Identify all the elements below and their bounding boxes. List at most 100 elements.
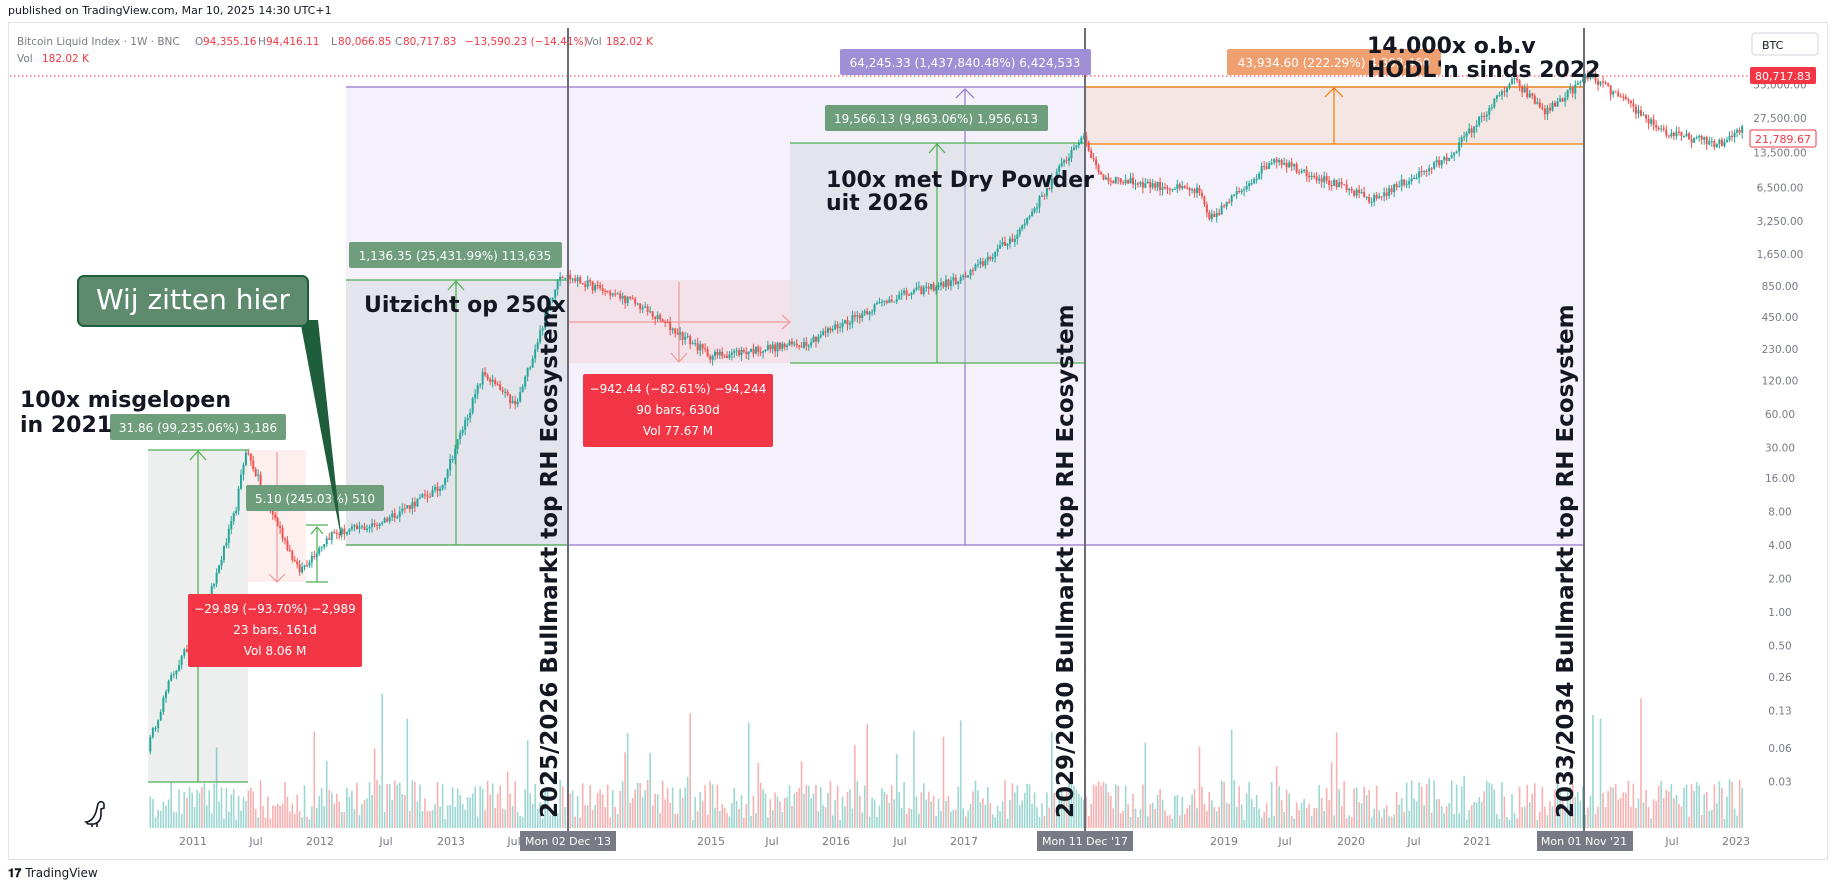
candle-body	[984, 260, 987, 266]
candle-body	[315, 553, 318, 557]
volume-bar	[1587, 807, 1589, 828]
volume-bar	[1169, 814, 1171, 828]
candle-body	[1516, 78, 1519, 81]
candle-body	[1609, 85, 1612, 95]
candle-body	[819, 335, 822, 337]
volume-bar	[333, 803, 336, 828]
volume-bar	[1233, 780, 1235, 828]
candle-body	[681, 332, 684, 340]
candle-body	[1188, 188, 1191, 191]
volume-bar	[733, 788, 736, 828]
volume-bar	[165, 805, 167, 828]
candle-body	[1050, 178, 1053, 189]
candle-body	[368, 527, 371, 529]
volume-bar	[373, 748, 376, 828]
symbol-tag-box[interactable]	[1751, 32, 1819, 56]
volume-bar	[1171, 818, 1174, 828]
candle-body	[922, 287, 925, 295]
volume-bar	[157, 809, 159, 828]
candle-body	[1358, 189, 1361, 194]
candle-body	[1597, 80, 1600, 85]
volume-bar	[851, 808, 854, 828]
candle-body	[599, 285, 602, 289]
candle-body	[1468, 128, 1471, 133]
price-tick-label: 0.50	[1768, 640, 1791, 652]
volume-bar	[208, 790, 211, 828]
measure-label-r1-2: 23 bars, 161d	[233, 623, 316, 637]
volume-bar	[871, 797, 873, 828]
dino-icon[interactable]	[84, 800, 105, 827]
candle-body	[1278, 159, 1281, 163]
candle-body	[1275, 159, 1278, 163]
candle-body	[514, 400, 517, 405]
volume-bar	[893, 799, 896, 828]
time-tick-label: 2019	[1210, 835, 1238, 848]
volume-bar	[861, 812, 864, 828]
volume-bar	[817, 811, 820, 828]
volume-bar	[1576, 791, 1579, 828]
volume-bar	[489, 794, 491, 828]
volume-bar	[1310, 815, 1313, 828]
candle-body	[1418, 171, 1421, 178]
candle-body	[1413, 178, 1416, 180]
candle-body	[873, 304, 876, 312]
volume-bar	[1248, 781, 1250, 828]
candle-body	[1350, 188, 1353, 191]
volume-bar	[1503, 796, 1506, 828]
volume-bar	[1253, 806, 1255, 828]
measure-box-g1	[110, 414, 286, 440]
volume-bar	[469, 797, 471, 828]
candle-body	[213, 583, 216, 587]
volume-bar	[890, 785, 893, 828]
candle-body	[1132, 177, 1135, 185]
candle-body	[920, 286, 923, 295]
volume-bar	[1225, 802, 1228, 828]
volume-bar	[1625, 792, 1627, 828]
volume-bar	[1142, 784, 1144, 828]
price-scale[interactable]: 55,000.0027,500.0013,500.006,500.003,250…	[1753, 80, 1806, 789]
time-tick-label: Jul	[506, 835, 520, 848]
candle-body	[621, 295, 624, 299]
candle-body	[774, 344, 777, 352]
candle-body	[330, 532, 333, 540]
candle-body	[363, 526, 366, 530]
time-tick-label: Jul	[892, 835, 906, 848]
price-tick-label: 0.13	[1768, 706, 1791, 718]
volume-bar	[1021, 800, 1024, 828]
candle-body	[927, 286, 930, 289]
volume-bar	[1293, 818, 1295, 828]
candle-body	[651, 311, 654, 317]
volume-bar	[409, 810, 411, 828]
candle-body	[802, 342, 805, 348]
candle-body	[750, 348, 753, 352]
volume-bar	[1655, 801, 1657, 828]
volume-bar	[1102, 782, 1105, 828]
candle-body	[506, 391, 509, 395]
candle-body	[1571, 87, 1574, 94]
volume-bar	[706, 814, 709, 828]
candle-body	[1200, 192, 1203, 197]
volume-bar	[810, 798, 812, 828]
legend-title: Bitcoin Liquid Index · 1W · BNC	[17, 36, 180, 48]
candle-body	[790, 341, 793, 345]
candle-body	[360, 526, 363, 528]
candle-body	[325, 538, 328, 545]
candle-body	[1718, 139, 1721, 144]
volume-bar	[1245, 793, 1248, 828]
candle-body	[310, 555, 313, 563]
candle-body	[355, 525, 358, 529]
volume-bar	[866, 724, 868, 828]
date-tag-2-text: Mon 11 Dec '17	[1042, 835, 1128, 848]
candle-body	[764, 349, 767, 352]
candle-body	[1273, 159, 1276, 163]
candle-body	[814, 336, 817, 342]
candle-body	[846, 320, 849, 325]
time-scale[interactable]: 2011 Jul 2012 Jul 2013 Jul 2015 Jul 2016 Jul 2017 2…	[179, 835, 1750, 848]
volume-bar	[940, 810, 942, 828]
volume-bar	[1174, 795, 1176, 828]
tradingview-brand[interactable]: 𝟏𝟕 TradingView	[8, 866, 98, 881]
volume-bar	[1398, 804, 1400, 828]
volume-bar	[521, 817, 524, 828]
candle-body	[536, 342, 539, 350]
